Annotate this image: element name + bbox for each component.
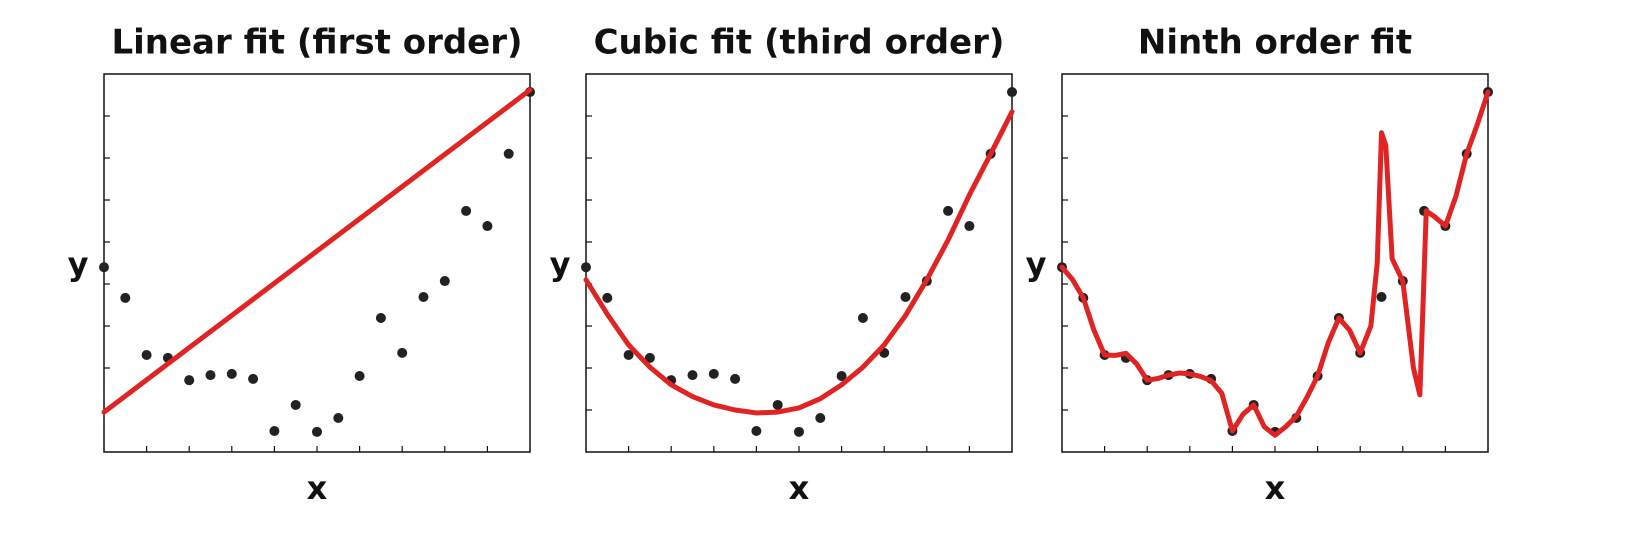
data-point: [461, 205, 472, 216]
x-axis-label: x: [307, 469, 328, 507]
x-axis-label: x: [1265, 469, 1286, 507]
data-point: [943, 205, 954, 216]
data-point: [900, 292, 911, 303]
plot-frame: [585, 73, 1013, 453]
data-point: [375, 313, 386, 324]
data-point: [248, 373, 259, 384]
data-point: [184, 375, 195, 386]
fit-curve: [1059, 89, 1491, 438]
data-point: [794, 426, 804, 437]
panel: Linear fit (first order) x y: [68, 23, 535, 507]
data-point: [602, 292, 613, 303]
panel-title: Linear fit (first order): [111, 23, 522, 63]
panel-title: Ninth order fit: [1138, 23, 1412, 63]
data-point: [687, 370, 698, 381]
data-point: [397, 347, 408, 358]
y-axis-label: y: [550, 245, 571, 283]
data-point: [120, 292, 131, 303]
data-point: [482, 221, 493, 232]
data-point: [708, 368, 719, 379]
data-point: [751, 426, 762, 436]
data-point: [581, 262, 591, 273]
data-point: [269, 426, 280, 436]
data-point: [1007, 87, 1017, 98]
data-point: [333, 412, 344, 423]
data-point: [836, 370, 847, 381]
data-point: [418, 292, 429, 303]
data-point: [99, 262, 109, 273]
fit-curve: [101, 87, 533, 415]
data-point: [205, 370, 216, 381]
data-point: [439, 276, 450, 287]
data-point: [354, 370, 365, 381]
data-point: [964, 221, 975, 232]
data-point: [141, 349, 152, 360]
data-point: [772, 399, 783, 410]
data-point: [730, 373, 741, 384]
data-point: [226, 368, 237, 379]
fit-curve: [583, 109, 1015, 416]
data-point: [815, 412, 826, 423]
panel: Cubic fit (third order) x y: [550, 23, 1017, 507]
y-axis-label: y: [1026, 245, 1047, 283]
data-point: [644, 352, 655, 363]
data-point: [503, 148, 514, 159]
data-point: [623, 349, 634, 360]
panel-title: Cubic fit (third order): [594, 23, 1005, 63]
data-point: [290, 399, 301, 410]
data-point: [1376, 292, 1387, 303]
data-point: [312, 426, 322, 437]
panel: Ninth order fit x y: [1026, 23, 1493, 507]
x-axis-label: x: [789, 469, 810, 507]
y-axis-label: y: [68, 245, 89, 283]
data-point: [857, 313, 868, 324]
plot-frame: [103, 73, 531, 453]
